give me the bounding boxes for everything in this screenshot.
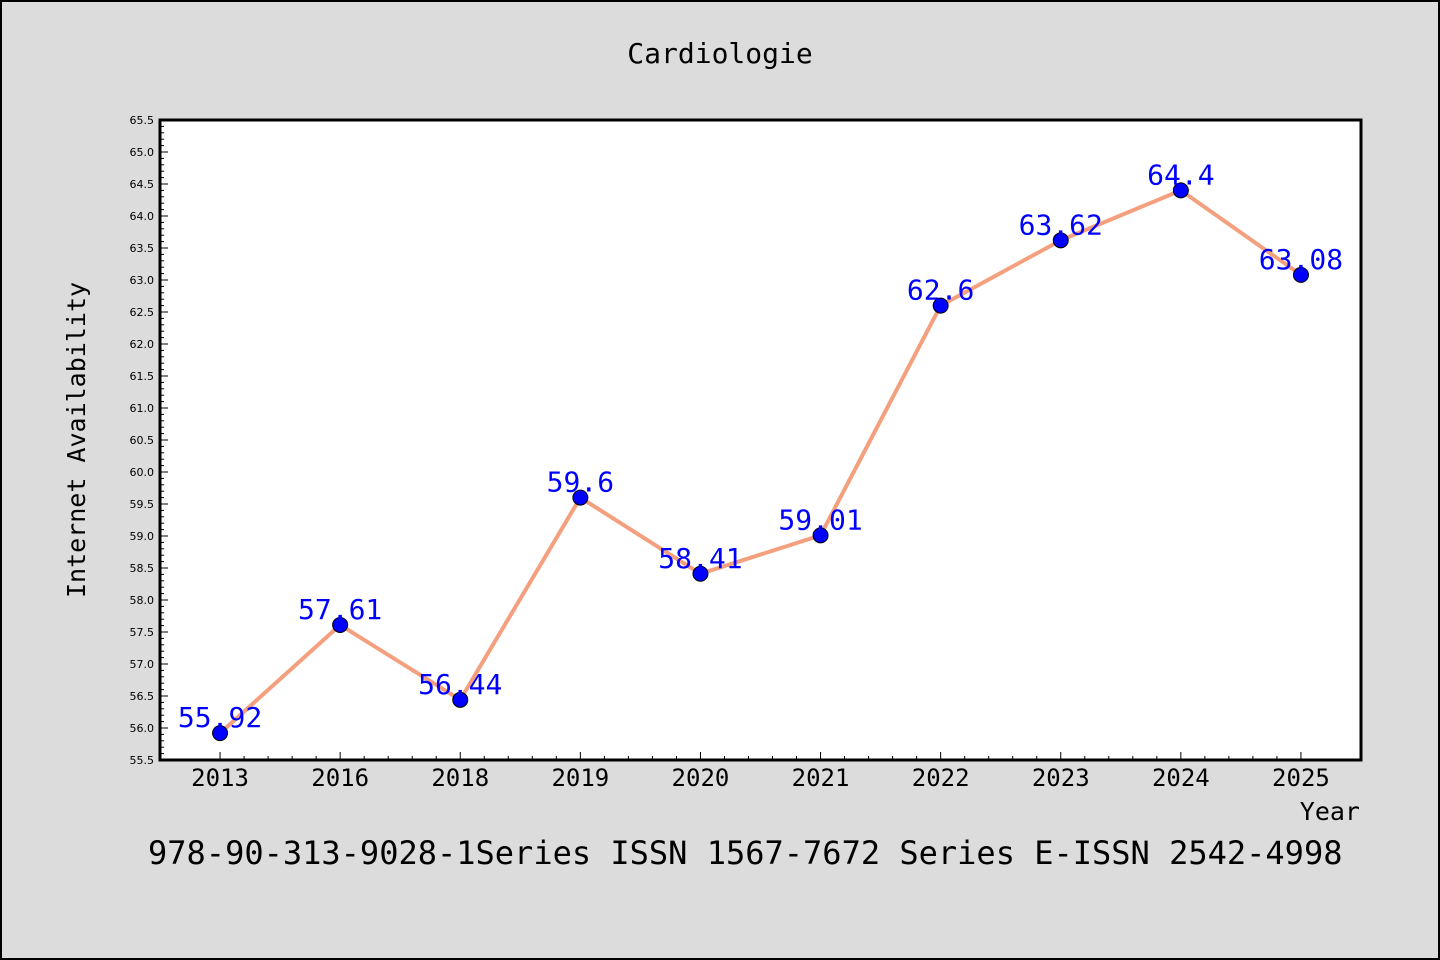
x-tick-label: 2023 [1032,764,1090,792]
y-tick-label: 60.5 [130,434,155,447]
chart-title: Cardiologie [627,37,812,70]
x-tick-label: 2025 [1272,764,1330,792]
x-tick-label: 2022 [912,764,970,792]
y-tick-label: 61.5 [130,370,155,383]
data-point [932,297,949,314]
y-tick-label: 62.0 [130,338,155,351]
y-tick-label: 56.5 [130,690,155,703]
data-label: 63.62 [1019,208,1103,241]
data-point [1052,232,1069,249]
y-tick-label: 63.0 [130,274,155,287]
footnote-text: 978-90-313-9028-1Series ISSN 1567-7672 S… [148,834,1342,872]
y-tick-label: 58.5 [130,562,155,575]
y-tick-label: 62.5 [130,306,155,319]
y-tick-label: 64.5 [130,178,155,191]
y-tick-label: 63.5 [130,242,155,255]
data-label: 62.6 [907,274,974,307]
x-tick-label: 2020 [672,764,730,792]
data-point [1292,266,1309,283]
y-tick-label: 65.0 [130,146,155,159]
data-label: 57.61 [298,593,382,626]
x-tick-label: 2016 [311,764,369,792]
y-tick-label: 61.0 [130,402,155,415]
y-axis: 55.5 56.0 56.5 57.0 57.5 58.0 58.5 59.0 59.5 60.0… [130,114,168,767]
data-label: 59.6 [547,466,614,499]
y-tick-label: 64.0 [130,210,155,223]
data-labels: 55.92 57.61 56.44 59.6 58.41 59.01 62.6 63.62 64… [178,158,1343,734]
data-point [212,725,229,742]
y-tick-label: 58.0 [130,594,155,607]
data-label: 56.44 [418,668,502,701]
y-axis-title: Internet Availability [62,282,91,598]
y-tick-label: 57.5 [130,626,155,639]
data-label: 55.92 [178,701,262,734]
x-axis: 2013 2016 2018 2019 2020 2021 2022 2023 2024 2025 [191,752,1330,792]
x-tick-label: 2021 [792,764,850,792]
y-tick-label: 65.5 [130,114,155,127]
data-series [212,182,1309,742]
data-label: 58.41 [658,542,742,575]
x-tick-label: 2013 [191,764,249,792]
data-point [332,616,349,633]
y-tick-label: 56.0 [130,722,155,735]
y-tick-label: 59.0 [130,530,155,543]
x-tick-label: 2024 [1152,764,1210,792]
plot-area [158,118,1363,762]
x-tick-label: 2019 [551,764,609,792]
y-tick-label: 60.0 [130,466,155,479]
x-axis-title: Year [1300,797,1360,826]
y-tick-label: 57.0 [130,658,155,671]
y-tick-label: 55.5 [130,754,155,767]
data-point [1172,182,1189,199]
x-tick-label: 2018 [431,764,489,792]
data-point [572,489,589,506]
series-line [218,188,1303,736]
data-label: 59.01 [778,503,862,536]
data-point [812,527,829,544]
data-label: 63.08 [1259,243,1343,276]
y-tick-label: 59.5 [130,498,155,511]
data-point [692,565,709,582]
data-label: 64.4 [1147,158,1214,191]
data-point [452,691,469,708]
